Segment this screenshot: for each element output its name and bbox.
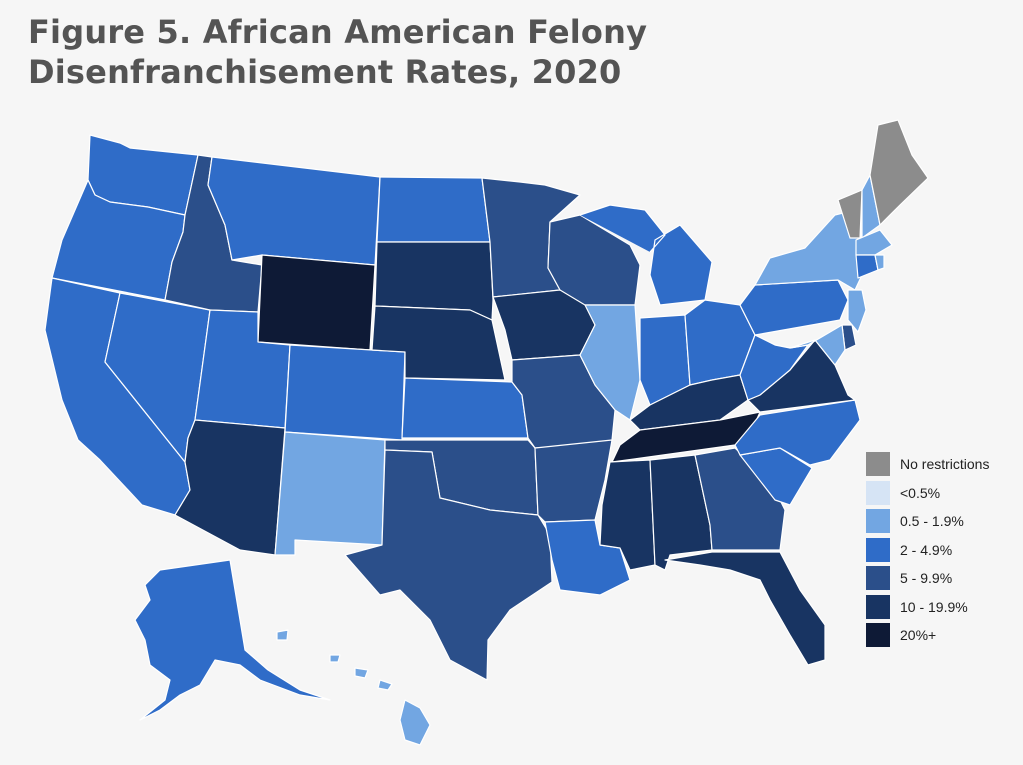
state-RI[interactable] bbox=[874, 254, 885, 271]
legend-label: No restrictions bbox=[900, 456, 990, 473]
state-AK[interactable] bbox=[134, 559, 331, 721]
legend-label: 0.5 - 1.9% bbox=[900, 513, 964, 530]
state-WY[interactable] bbox=[257, 254, 376, 351]
legend-item: 0.5 - 1.9% bbox=[866, 507, 1016, 536]
state-MT[interactable] bbox=[207, 156, 381, 266]
state-PA[interactable] bbox=[739, 279, 849, 336]
map-legend: No restrictions <0.5% 0.5 - 1.9% 2 - 4.9… bbox=[866, 450, 1016, 650]
legend-swatch bbox=[866, 594, 890, 619]
legend-label: 2 - 4.9% bbox=[900, 541, 953, 558]
legend-item: 2 - 4.9% bbox=[866, 536, 1016, 565]
legend-swatch bbox=[866, 537, 890, 562]
legend-swatch bbox=[866, 480, 890, 505]
state-CO[interactable] bbox=[284, 344, 406, 441]
state-KS[interactable] bbox=[401, 377, 529, 439]
state-NE[interactable] bbox=[371, 305, 506, 381]
legend-swatch bbox=[866, 452, 890, 477]
legend-item: 20%+ bbox=[866, 621, 1016, 650]
legend-item: <0.5% bbox=[866, 479, 1016, 508]
figure-title: Figure 5. African American Felony Disenf… bbox=[28, 13, 648, 91]
state-NC[interactable] bbox=[734, 399, 861, 466]
state-AZ[interactable] bbox=[174, 419, 286, 556]
state-CT[interactable] bbox=[855, 254, 879, 279]
state-HI[interactable] bbox=[276, 629, 431, 746]
legend-swatch bbox=[866, 509, 890, 534]
state-MA[interactable] bbox=[855, 229, 893, 256]
legend-label: 10 - 19.9% bbox=[900, 598, 968, 615]
state-LA[interactable] bbox=[544, 519, 631, 596]
state-ND[interactable] bbox=[376, 176, 491, 243]
state-NM[interactable] bbox=[274, 431, 386, 556]
legend-label: 20%+ bbox=[900, 627, 937, 644]
legend-swatch bbox=[866, 623, 890, 648]
state-IL[interactable] bbox=[579, 304, 641, 421]
state-TX[interactable] bbox=[344, 449, 553, 681]
legend-item: 10 - 19.9% bbox=[866, 593, 1016, 622]
legend-swatch bbox=[866, 566, 890, 591]
legend-item: 5 - 9.9% bbox=[866, 564, 1016, 593]
legend-label: <0.5% bbox=[900, 484, 941, 501]
state-ME[interactable] bbox=[869, 119, 929, 226]
state-NJ[interactable] bbox=[847, 289, 867, 333]
state-AR[interactable] bbox=[534, 439, 613, 523]
state-MD[interactable] bbox=[789, 324, 846, 366]
state-FL[interactable] bbox=[664, 551, 826, 666]
legend-label: 5 - 9.9% bbox=[900, 570, 953, 587]
legend-item: No restrictions bbox=[866, 450, 1016, 479]
